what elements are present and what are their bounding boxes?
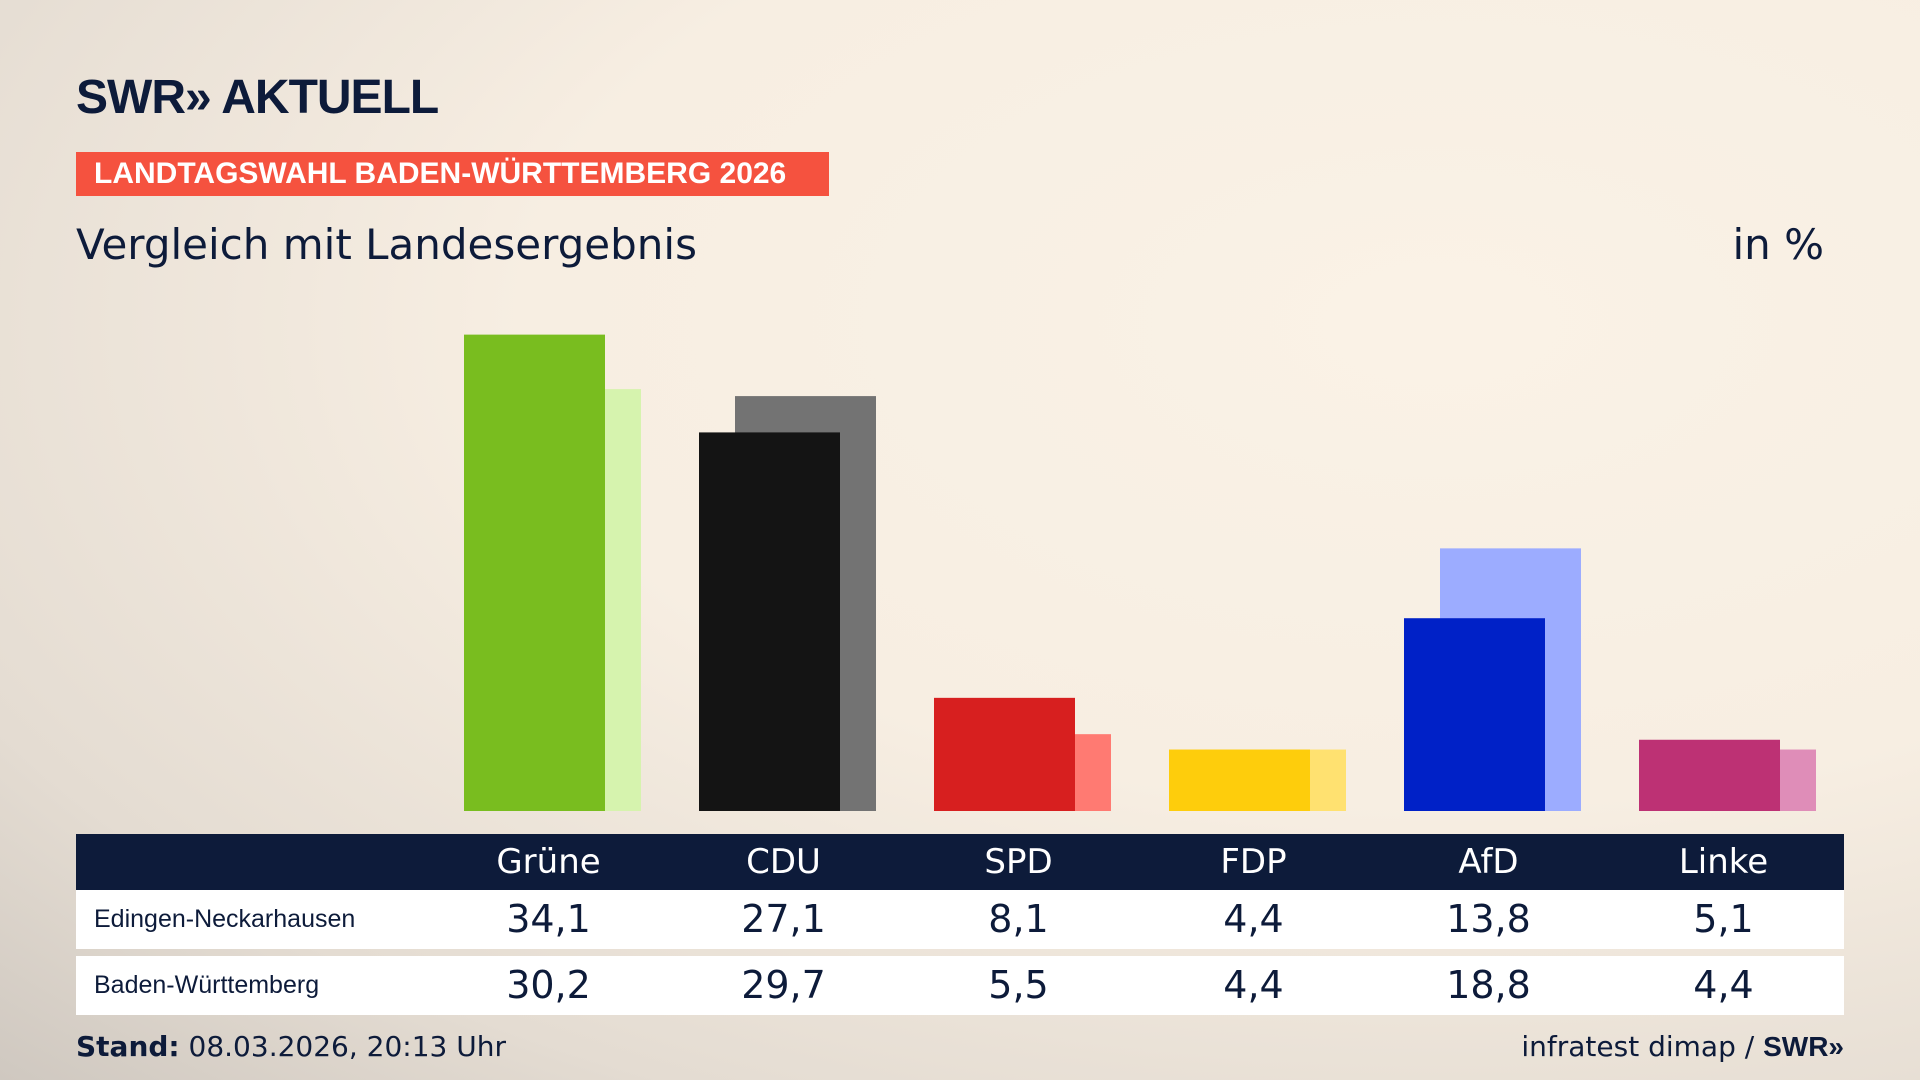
stand-label: Stand:: [76, 1030, 180, 1063]
value-cell: 4,4: [1223, 963, 1284, 1007]
value-cell: 34,1: [506, 897, 591, 941]
bar-local-5: [1639, 739, 1780, 811]
bar-chart: [464, 334, 1816, 811]
source-text: infratest dimap /: [1521, 1030, 1764, 1063]
bar-local-0: [464, 334, 605, 811]
source: infratest dimap / SWR»: [1521, 1030, 1844, 1063]
swr-logo: SWR»: [1763, 1031, 1844, 1062]
chart-subtitle: Vergleich mit Landesergebnis: [76, 220, 697, 269]
bar-local-1: [699, 432, 840, 811]
value-cell: 27,1: [741, 897, 826, 941]
value-cell: 18,8: [1446, 963, 1531, 1007]
bar-local-2: [934, 697, 1075, 811]
value-cell: 4,4: [1223, 897, 1284, 941]
row-label: Edingen-Neckarhausen: [94, 905, 356, 933]
unit-label: in %: [1732, 220, 1824, 269]
value-cell: 5,1: [1693, 897, 1754, 941]
swr-aktuell-logo: SWR» AKTUELL: [76, 71, 439, 124]
timestamp: Stand: 08.03.2026, 20:13 Uhr: [76, 1030, 506, 1063]
table-header: Grüne CDU SPD FDP AfD Linke: [76, 834, 1844, 890]
value-cell: 13,8: [1446, 897, 1531, 941]
bar-local-3: [1169, 749, 1310, 811]
column-header: CDU: [746, 842, 821, 882]
value-cell: 8,1: [988, 897, 1049, 941]
value-cell: 5,5: [988, 963, 1049, 1007]
column-header: Grüne: [496, 842, 601, 882]
column-header: SPD: [984, 842, 1053, 882]
table-row: Baden-Württemberg 30,2 29,7 5,5 4,4 18,8 4,4: [76, 956, 1844, 1015]
column-header: FDP: [1220, 842, 1287, 882]
row-label: Baden-Württemberg: [94, 971, 320, 999]
stand-value: 08.03.2026, 20:13 Uhr: [188, 1030, 506, 1063]
bar-local-4: [1404, 618, 1545, 811]
value-cell: 30,2: [506, 963, 591, 1007]
value-cell: 29,7: [741, 963, 826, 1007]
value-cell: 4,4: [1693, 963, 1754, 1007]
column-header: Linke: [1678, 842, 1769, 882]
table-row: Edingen-Neckarhausen 34,1 27,1 8,1 4,4 13,8 5…: [76, 890, 1844, 949]
election-banner: LANDTAGSWAHL BADEN-WÜRTTEMBERG 2026: [76, 152, 829, 196]
column-header: AfD: [1458, 842, 1519, 882]
